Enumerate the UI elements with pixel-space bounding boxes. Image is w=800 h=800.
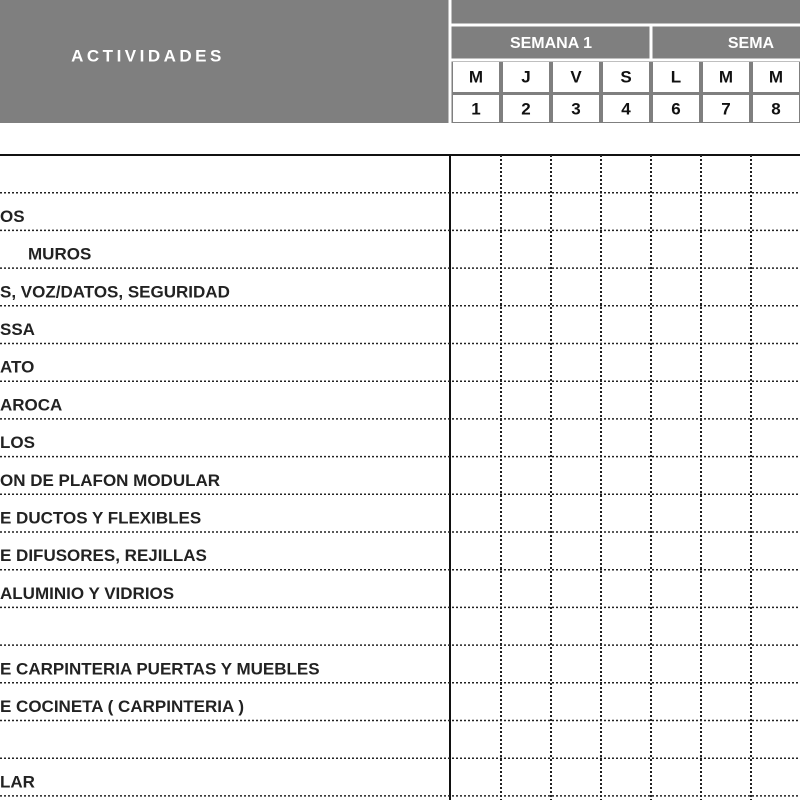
date-label: 3 [571,99,580,118]
week-label: SEMA [728,35,775,52]
activity-label: E COCINETA ( CARPINTERIA ) [0,697,244,716]
day-cell [603,62,649,92]
date-cell [703,95,749,122]
activity-label: S, VOZ/DATOS, SEGURIDAD [0,282,230,301]
date-label: 6 [671,99,680,118]
activity-label: E DUCTOS Y FLEXIBLES [0,508,201,527]
activity-label: ATO [0,358,34,377]
activity-label: LOS [0,433,35,452]
date-cell [753,95,799,122]
activity-label: AROCA [0,395,62,414]
activity-label: ON DE PLAFON MODULAR [0,471,220,490]
day-cell [453,62,499,92]
activity-label: LAR [0,772,35,791]
day-cell [703,62,749,92]
date-cell [603,95,649,122]
day-cell [653,62,699,92]
date-cell [553,95,599,122]
activity-label: SSA [0,320,35,339]
activity-label: E CARPINTERIA PUERTAS Y MUEBLES [0,659,320,678]
date-cell [453,95,499,122]
day-label: M [719,67,733,86]
day-cell [503,62,549,92]
date-label: 8 [771,99,780,118]
date-cell [503,95,549,122]
date-label: 2 [521,99,530,118]
day-label: M [769,67,783,86]
date-label: 7 [721,99,730,118]
activity-label: MUROS [28,245,91,264]
date-label: 1 [471,99,480,118]
day-label: L [671,67,681,86]
day-cell [753,62,799,92]
activity-label: OS [0,207,25,226]
day-label: J [521,67,530,86]
activity-label: E DIFUSORES, REJILLAS [0,546,207,565]
date-label: 4 [621,99,631,118]
day-cell [553,62,599,92]
day-label: M [469,67,483,86]
day-label: V [570,67,582,86]
day-label: S [620,67,631,86]
activity-label: ALUMINIO Y VIDRIOS [0,584,174,603]
week-label: SEMANA 1 [510,35,592,52]
activities-header: ACTIVIDADES [71,46,225,65]
date-cell [653,95,699,122]
